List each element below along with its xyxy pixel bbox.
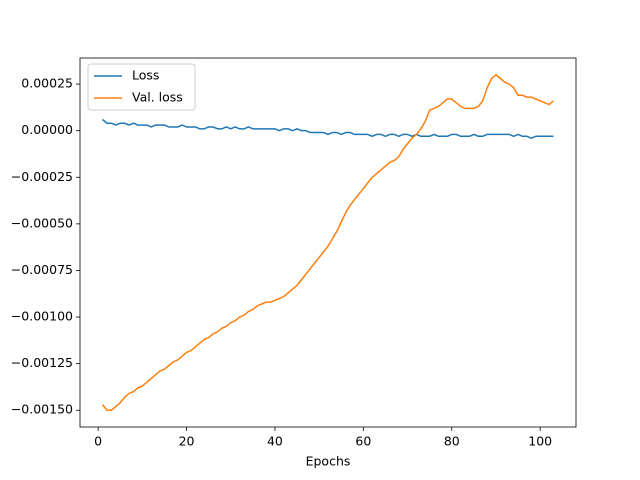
line-series [102,118,554,139]
y-tick-label: 0.00000 [21,122,73,137]
y-tick-label: −0.00075 [11,262,73,277]
y-tick-label: −0.00150 [11,402,73,417]
x-tick-label: 80 [444,434,460,449]
y-tick-label: −0.00125 [11,355,73,370]
y-tick-label: 0.00025 [21,76,73,91]
legend-label: Val. loss [132,90,183,105]
x-tick-label: 40 [267,434,283,449]
x-axis-label: Epochs [306,454,351,469]
y-tick-label: −0.00050 [11,215,73,230]
legend-label: Loss [132,68,159,83]
y-tick-label: −0.00025 [11,169,73,184]
x-tick-label: 60 [355,434,371,449]
x-tick-label: 100 [528,434,552,449]
line-series [101,74,554,411]
plot-frame [79,57,577,428]
x-tick-label: 20 [179,434,195,449]
x-tick-label: 0 [94,434,102,449]
y-tick-label: −0.00100 [11,309,73,324]
